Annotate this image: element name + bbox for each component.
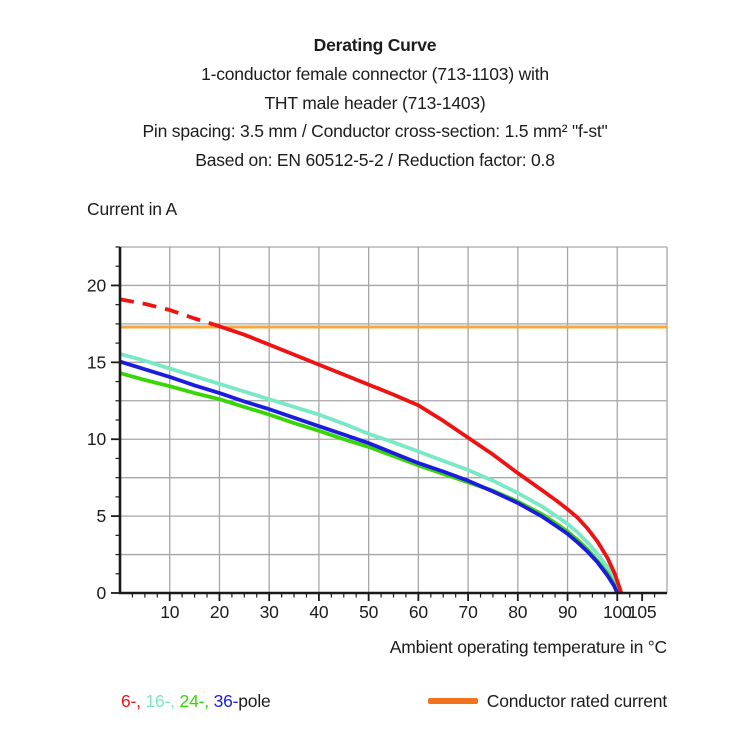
rated-current-line-swatch xyxy=(427,698,478,704)
legend-pole-item: 24-, xyxy=(179,691,214,711)
x-axis-tick-label: 70 xyxy=(459,602,479,622)
x-axis-tick-label: 20 xyxy=(210,602,230,622)
y-axis-title: Current in A xyxy=(87,199,178,219)
x-axis-tick-label: 90 xyxy=(558,602,578,622)
x-axis-tick-label: 50 xyxy=(359,602,379,622)
x-axis-tick-label: 10 xyxy=(160,602,180,622)
chart-subtitle-line-4: Based on: EN 60512-5-2 / Reduction facto… xyxy=(195,150,555,171)
y-axis-tick-label: 15 xyxy=(87,352,106,372)
x-axis-tick-label: 30 xyxy=(260,602,280,622)
chart-subtitle-line-2: THT male header (713-1403) xyxy=(264,92,486,113)
x-axis-title: Ambient operating temperature in °C xyxy=(389,637,667,657)
chart-subtitle-line-1: 1-conductor female connector (713-1103) … xyxy=(201,63,549,84)
y-axis-tick-label: 0 xyxy=(96,583,106,603)
curve-16-pole xyxy=(119,352,621,594)
y-axis-tick-label: 10 xyxy=(87,429,107,449)
legend-pole-item: 36- xyxy=(213,691,239,711)
curve-6-pole xyxy=(213,322,624,594)
legend-pole-item: 6-, xyxy=(121,691,146,711)
y-axis-tick-label: 5 xyxy=(96,506,106,526)
chart-subtitle-line-3: Pin spacing: 3.5 mm / Conductor cross-se… xyxy=(142,121,608,142)
curve-36-pole xyxy=(119,359,620,594)
curve-6-pole xyxy=(119,297,216,327)
y-axis-tick-label: 20 xyxy=(87,275,107,295)
chart-title: Derating Curve xyxy=(313,35,437,55)
x-axis-tick-label: 105 xyxy=(628,602,657,622)
x-axis-tick-label: 40 xyxy=(309,602,329,622)
rated-current-legend: Conductor rated current xyxy=(427,690,667,712)
legend-pole-item: 16-, xyxy=(145,691,180,711)
legend-pole-suffix: pole xyxy=(238,691,271,711)
x-axis-tick-label: 80 xyxy=(508,602,528,622)
x-axis-tick-label: 60 xyxy=(409,602,429,622)
chart-legend: 6-, 16-, 24-, 36-pole Conductor rated cu… xyxy=(121,690,667,712)
pole-count-legend: 6-, 16-, 24-, 36-pole xyxy=(121,690,271,712)
x-axis-tick-label: 100 xyxy=(603,602,632,622)
chart-header: Derating Curve 1-conductor female connec… xyxy=(0,31,750,175)
rated-current-label: Conductor rated current xyxy=(486,691,667,711)
